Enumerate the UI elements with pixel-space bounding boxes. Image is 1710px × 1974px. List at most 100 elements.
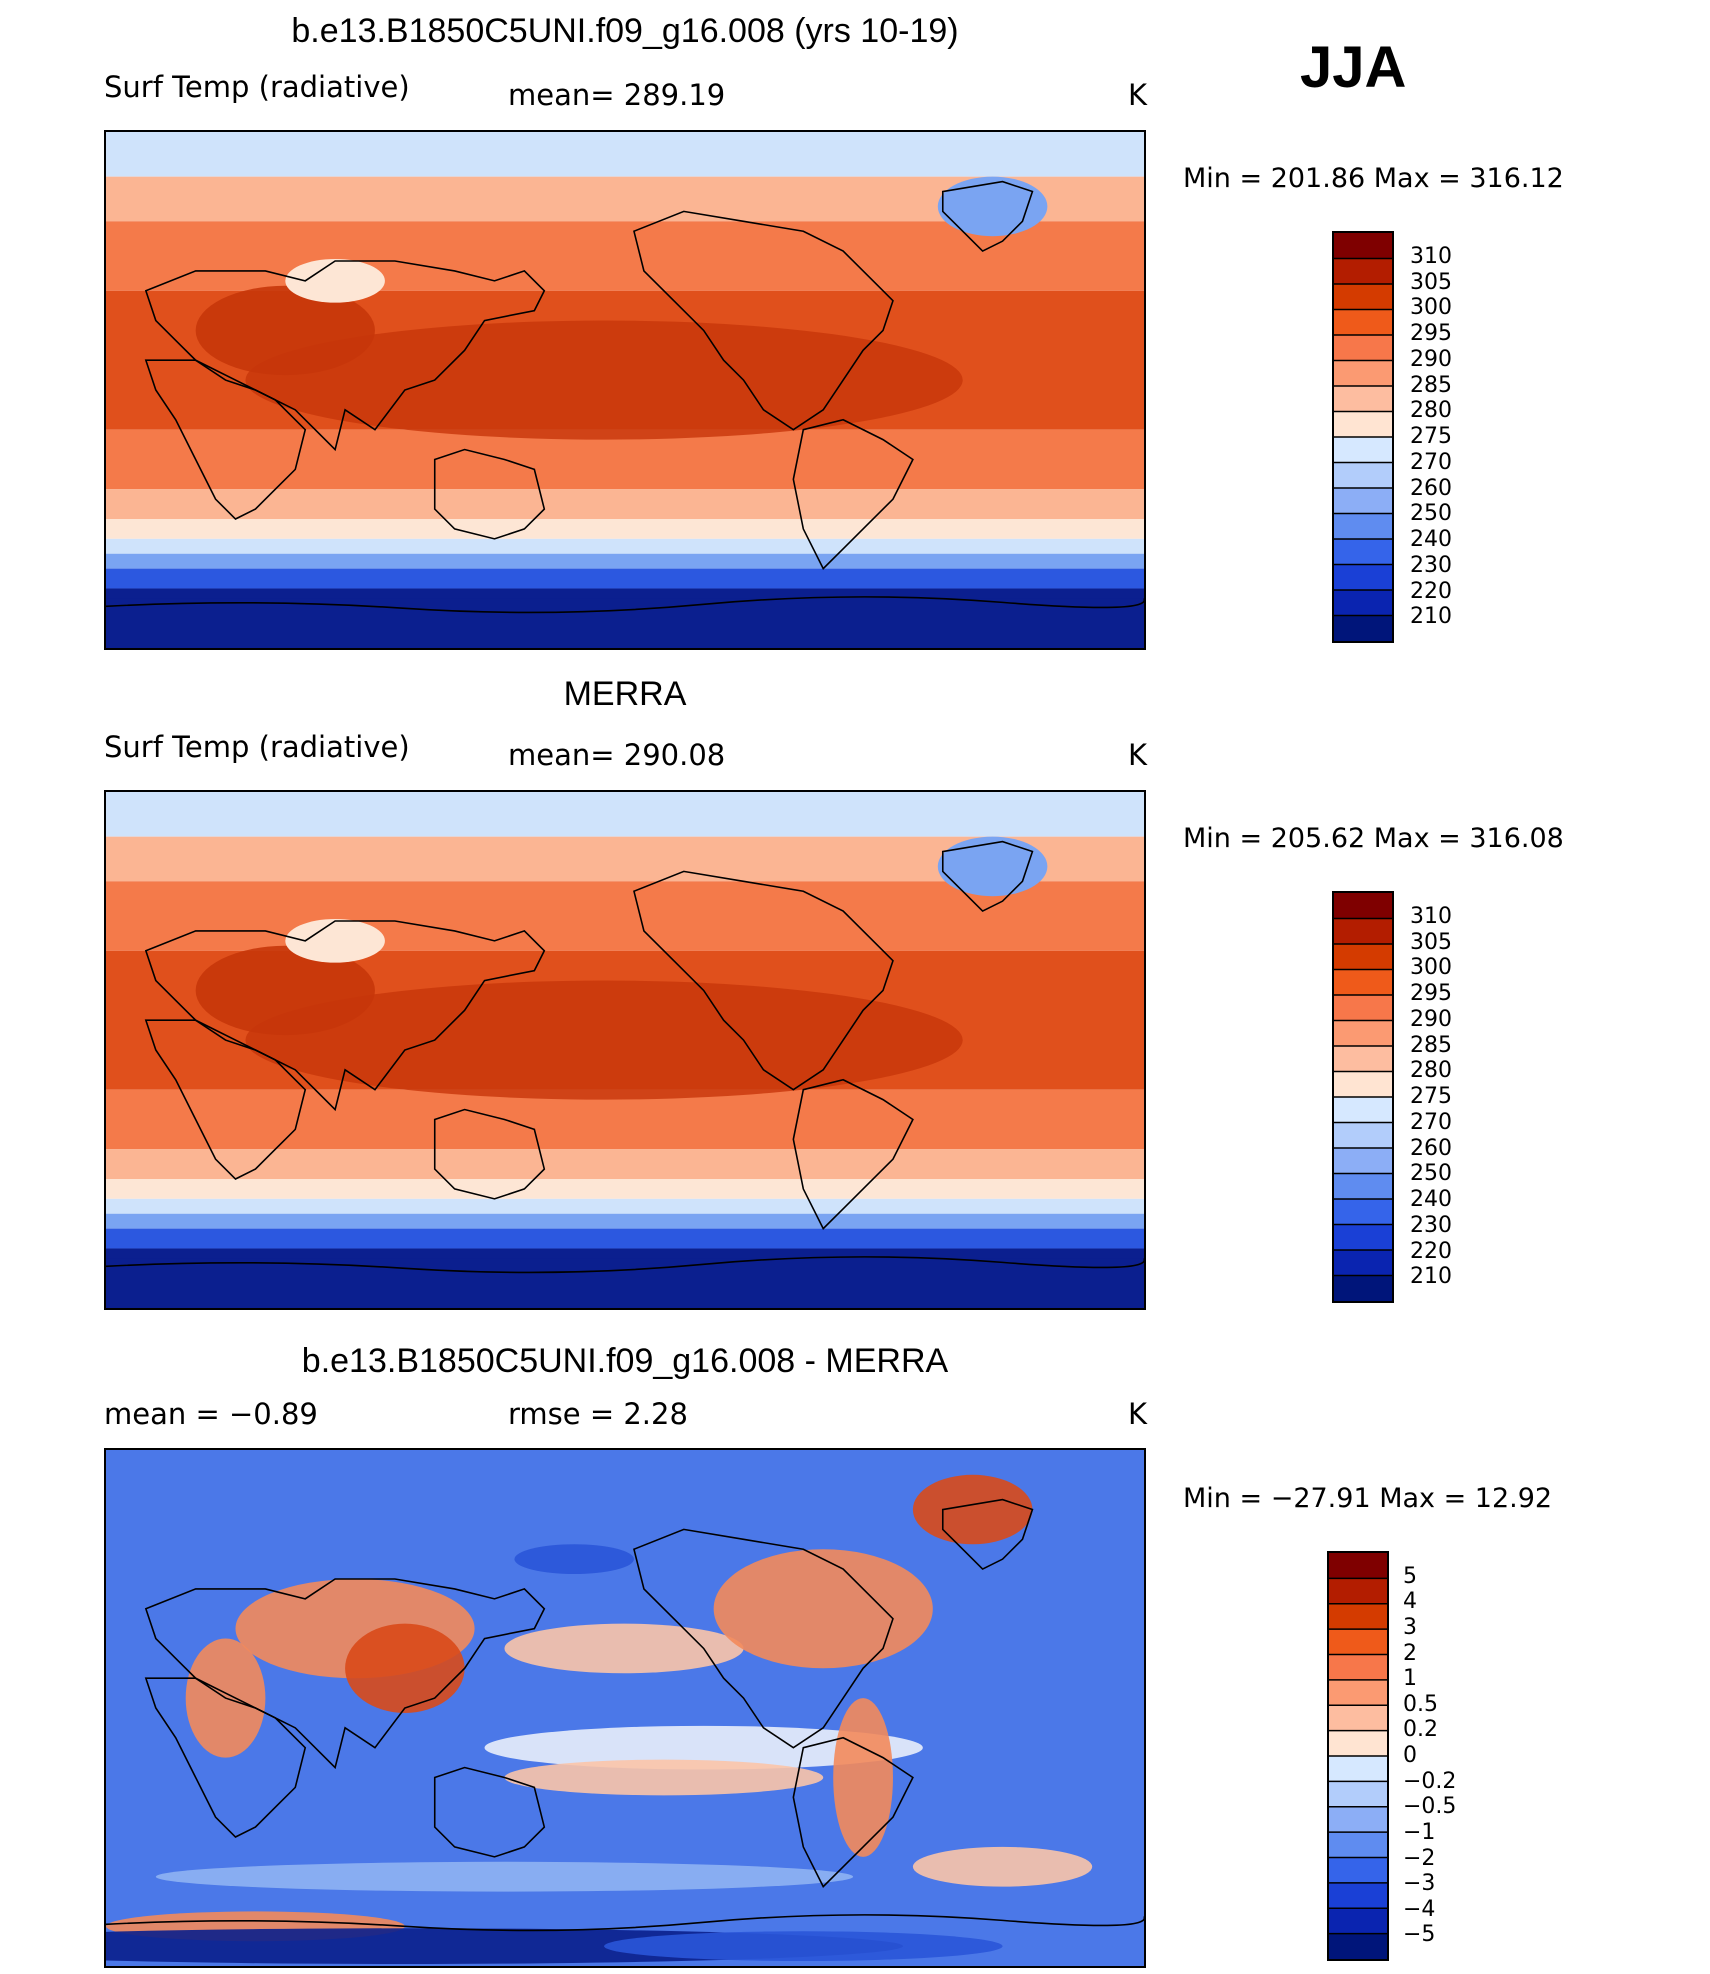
colorbar-swatch <box>1334 1199 1392 1226</box>
colorbar-swatch <box>1329 1756 1387 1782</box>
colorbar-swatch <box>1334 564 1392 591</box>
cold-band <box>106 1258 1144 1308</box>
colorbar-tick-label: 280 <box>1410 1058 1452 1084</box>
colorbar-swatch <box>1334 893 1392 920</box>
min-max-label: Min = −27.91 Max = 12.92 <box>1183 1483 1553 1514</box>
season-label: JJA <box>1300 35 1407 100</box>
coastline <box>433 1766 546 1858</box>
panel-title: MERRA <box>563 675 687 713</box>
temperature-band <box>106 489 1144 519</box>
warm-pool <box>245 980 963 1100</box>
colorbar-swatch <box>1334 1097 1392 1124</box>
colorbar-tick-label: 290 <box>1410 1006 1452 1032</box>
mean-label: mean = −0.89 <box>104 1397 318 1431</box>
temperature-band <box>106 538 1144 554</box>
colorbar-swatch <box>1334 360 1392 387</box>
temperature-band <box>106 1213 1144 1229</box>
warm-pool <box>245 320 963 440</box>
colorbar-ticks: 5 4 3 2 1 0.5 0.2 0 −0.2 −0.5 −1 −2 −3 −4 −5 <box>1403 1551 1483 1961</box>
colorbar-tick-label: 240 <box>1410 527 1452 552</box>
colorbar-tick-label: 230 <box>1410 1212 1452 1238</box>
colorbar-tick-label: 210 <box>1410 1264 1452 1290</box>
colorbar-swatches <box>1329 1553 1387 1959</box>
colorbar-swatch <box>1329 1603 1387 1630</box>
colorbar-swatch <box>1329 1654 1387 1681</box>
temperature-band <box>106 1149 1144 1179</box>
colorbar-swatch <box>1334 1020 1392 1047</box>
colorbar-swatch <box>1334 513 1392 540</box>
colorbar <box>1332 891 1394 1303</box>
colorbar-swatch <box>1334 1046 1392 1073</box>
colorbar-tick-label: 0.5 <box>1403 1691 1438 1717</box>
colorbar-swatch <box>1334 309 1392 336</box>
coastline <box>941 1498 1034 1571</box>
colorbar-swatch <box>1334 1250 1392 1277</box>
colorbar-swatch <box>1334 1173 1392 1200</box>
colorbar-swatch <box>1334 258 1392 285</box>
temperature-band <box>106 1228 1144 1249</box>
colorbar-tick-label: 295 <box>1410 321 1452 346</box>
colorbar-tick-label: 4 <box>1403 1589 1417 1615</box>
cold-band <box>106 598 1144 648</box>
colorbar-swatch <box>1334 944 1392 971</box>
colorbar-swatch <box>1329 1832 1387 1859</box>
coastline <box>106 1914 1144 1932</box>
colorbar-swatch <box>1334 615 1392 641</box>
colorbar-swatch <box>1329 1806 1387 1833</box>
colorbar-tick-label: −5 <box>1403 1922 1436 1948</box>
anomaly-region <box>912 1846 1093 1887</box>
units-label: K <box>1128 738 1148 772</box>
colorbar-tick-label: 250 <box>1410 1161 1452 1187</box>
map-canvas <box>106 132 1144 648</box>
warm-region <box>195 945 375 1036</box>
map-canvas <box>106 1450 1144 1966</box>
colorbar-tick-label: 300 <box>1410 295 1452 321</box>
temperature-map <box>104 130 1146 650</box>
colorbar-tick-label: −1 <box>1403 1819 1436 1845</box>
colorbar-swatch <box>1329 1730 1387 1757</box>
anomaly-region <box>504 1759 824 1796</box>
coastline <box>144 1677 307 1838</box>
colorbar-tick-label: 275 <box>1410 424 1452 449</box>
colorbar-tick-label: −2 <box>1403 1845 1436 1871</box>
coastline <box>144 1019 307 1180</box>
colorbar-swatch <box>1334 995 1392 1022</box>
colorbar-swatches <box>1334 233 1392 641</box>
coastlines <box>106 1498 1144 1932</box>
anomaly-region <box>345 1623 465 1713</box>
colorbar-swatch <box>1329 1578 1387 1605</box>
min-max-label: Min = 205.62 Max = 316.08 <box>1183 823 1564 854</box>
temperature-band <box>106 429 1144 490</box>
coastline <box>633 870 894 1091</box>
colorbar-swatch <box>1329 1933 1387 1959</box>
colorbar-tick-label: 1 <box>1403 1666 1417 1692</box>
colorbar-tick-label: 290 <box>1410 346 1452 372</box>
anomaly-region <box>912 1474 1033 1545</box>
colorbar-swatch <box>1334 1224 1392 1251</box>
colorbar-tick-label: −4 <box>1403 1896 1436 1922</box>
colorbar-ticks: 310 305 300 295 290 285 280 275 270 260 250 240 230 2… <box>1410 891 1490 1303</box>
colorbar-tick-label: 5 <box>1403 1563 1417 1589</box>
colorbar <box>1332 231 1394 643</box>
anomaly-region <box>155 1861 854 1892</box>
temperature-band <box>106 519 1144 539</box>
anomaly-region <box>484 1725 923 1770</box>
mean-label: mean= 290.08 <box>508 738 726 772</box>
colorbar-swatch <box>1334 335 1392 362</box>
cool-region <box>937 176 1048 237</box>
colorbar-swatch <box>1334 1071 1392 1098</box>
colorbar-tick-label: 295 <box>1410 981 1452 1006</box>
colorbar-tick-label: 285 <box>1410 1032 1452 1058</box>
temperature-band <box>106 132 1144 177</box>
colorbar-tick-label: −0.2 <box>1403 1768 1457 1794</box>
colorbar-swatch <box>1334 590 1392 617</box>
colorbar-swatch <box>1334 1275 1392 1301</box>
colorbar-tick-label: 270 <box>1410 1109 1452 1135</box>
temperature-band <box>106 1089 1144 1150</box>
coastline <box>633 210 894 431</box>
colorbar-tick-label: 230 <box>1410 552 1452 578</box>
temperature-band <box>106 568 1144 589</box>
colorbar-tick-label: 0 <box>1403 1743 1417 1768</box>
colorbar-ticks: 310 305 300 295 290 285 280 275 270 260 250 240 230 2… <box>1410 231 1490 643</box>
colorbar-swatch <box>1334 386 1392 413</box>
